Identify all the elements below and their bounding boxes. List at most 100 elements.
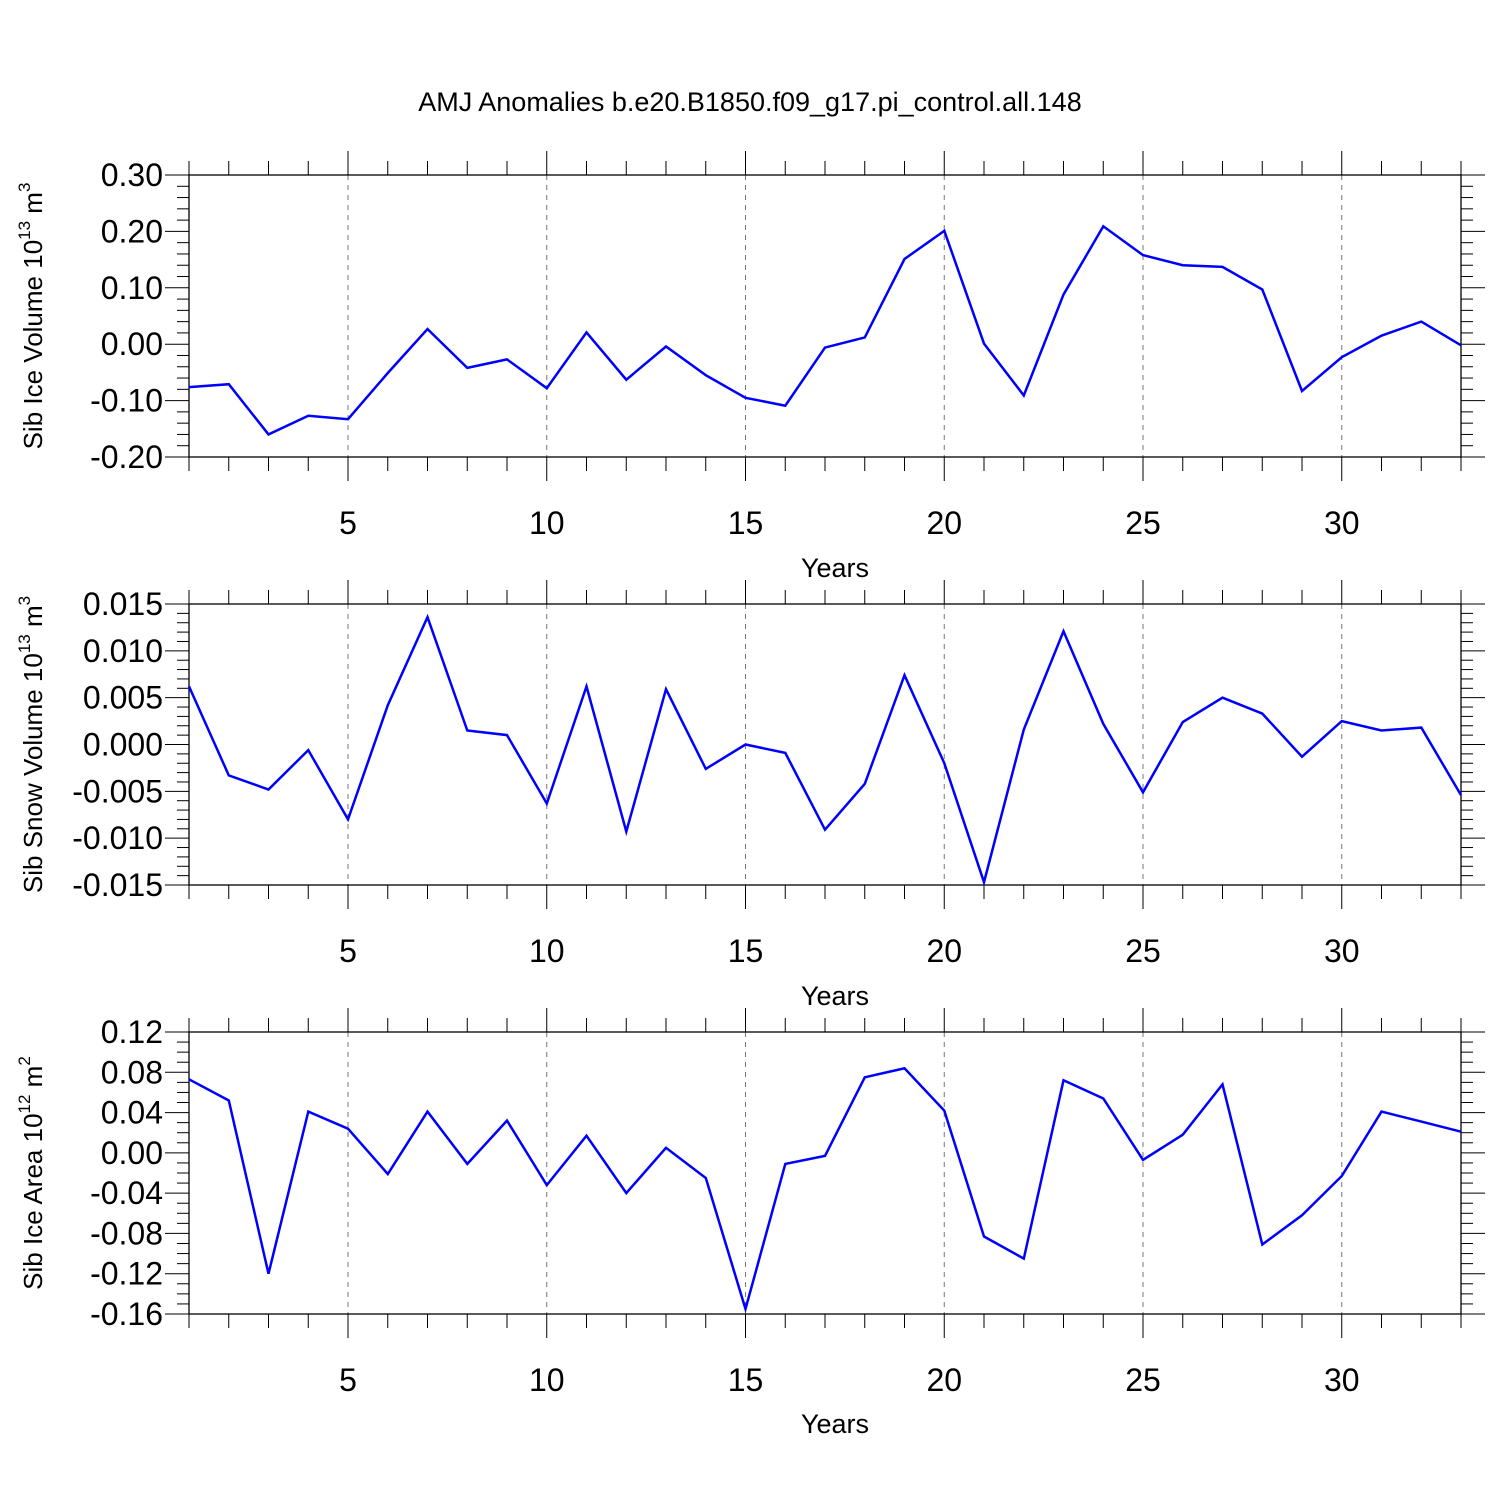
y-tick-label: 0.000 <box>83 727 163 763</box>
y-tick-label: -0.10 <box>90 383 163 419</box>
data-point <box>227 383 230 386</box>
x-axis-label: Years <box>801 1409 869 1439</box>
data-point <box>1142 254 1145 257</box>
data-point <box>506 734 509 737</box>
x-tick-label: 5 <box>339 933 357 969</box>
data-point <box>347 418 350 421</box>
y-tick-label: 0.00 <box>101 326 163 362</box>
y-axis-label-unit: m <box>18 192 48 221</box>
x-tick-label: 30 <box>1324 505 1360 541</box>
data-point <box>1181 721 1184 724</box>
y-tick-label: -0.08 <box>90 1215 163 1251</box>
x-tick-label: 10 <box>529 505 565 541</box>
data-point <box>1340 720 1343 723</box>
y-tick-label: 0.12 <box>101 1014 163 1050</box>
data-point <box>1062 1079 1065 1082</box>
data-point <box>943 1109 946 1112</box>
data-point <box>386 704 389 707</box>
data-point <box>1460 344 1463 347</box>
y-tick-label: 0.04 <box>101 1095 163 1131</box>
series-line <box>187 613 1463 887</box>
data-point <box>426 1110 429 1113</box>
data-point <box>267 788 270 791</box>
data-point <box>1340 1175 1343 1178</box>
data-point <box>188 1078 191 1081</box>
y-tick-label: 0.08 <box>101 1054 163 1090</box>
x-tick-label: 30 <box>1324 933 1360 969</box>
y-tick-label: 0.10 <box>101 270 163 306</box>
data-point <box>386 371 389 374</box>
data-point <box>585 685 588 688</box>
y-axis-label-unit-exponent: 3 <box>15 183 34 192</box>
y-axis-label: Sib Ice Volume 1013 m3 <box>15 183 48 450</box>
data-point <box>943 762 946 765</box>
data-point <box>1062 293 1065 296</box>
x-tick-label: 20 <box>926 1362 962 1398</box>
data-point <box>824 1154 827 1157</box>
data-point <box>665 1146 668 1149</box>
data-point <box>545 802 548 805</box>
data-point <box>1221 696 1224 699</box>
data-point <box>1261 288 1264 291</box>
x-tick-label: 10 <box>529 933 565 969</box>
series-line <box>188 224 1462 436</box>
data-point <box>1380 729 1383 732</box>
plot-frame <box>188 1031 1462 1315</box>
x-tick-label: 15 <box>728 505 764 541</box>
data-point <box>1460 794 1463 797</box>
data-point <box>625 1192 628 1195</box>
y-tick-label: 0.005 <box>83 680 163 716</box>
data-point <box>227 774 230 777</box>
data-point <box>386 1173 389 1176</box>
y-axis-label-unit-exponent: 3 <box>15 596 34 605</box>
figure-title: AMJ Anomalies b.e20.B1850.f09_g17.pi_con… <box>418 87 1081 117</box>
data-point <box>1022 394 1025 397</box>
data-point <box>1142 1158 1145 1161</box>
y-axis-label-text: Sib Ice Volume 10 <box>18 240 48 450</box>
y-axis-label-text: Sib Snow Volume 10 <box>18 653 48 893</box>
data-point <box>1261 712 1264 715</box>
data-point <box>1301 390 1304 393</box>
data-point <box>188 386 191 389</box>
data-point <box>983 342 986 345</box>
x-tick-label: 20 <box>926 505 962 541</box>
data-point <box>1181 264 1184 267</box>
data-point <box>1301 1214 1304 1217</box>
y-axis-label-unit: m <box>18 1066 48 1095</box>
x-tick-label: 25 <box>1125 933 1161 969</box>
plot-frame <box>188 174 1462 458</box>
data-point <box>307 1110 310 1113</box>
data-point <box>1301 755 1304 758</box>
data-point <box>267 433 270 436</box>
data-point <box>1102 225 1105 228</box>
data-point <box>466 729 469 732</box>
x-axis-label: Years <box>801 981 869 1011</box>
data-point <box>704 374 707 377</box>
y-tick-label: -0.20 <box>90 439 163 475</box>
data-point <box>784 404 787 407</box>
y-tick-label: 0.00 <box>101 1135 163 1171</box>
data-point <box>545 1184 548 1187</box>
data-point <box>188 685 191 688</box>
data-point <box>863 1076 866 1079</box>
data-point <box>1062 630 1065 633</box>
chart-panel-2: -0.015 -0.010 -0.005 0.000 0.005 0.010 0.015 5 1… <box>15 580 1485 1011</box>
data-point <box>665 688 668 691</box>
y-tick-label: 0.015 <box>83 586 163 622</box>
y-axis-label-exponent: 13 <box>15 634 34 653</box>
data-point <box>943 229 946 232</box>
data-point <box>347 1127 350 1130</box>
data-point <box>863 782 866 785</box>
data-point <box>903 674 906 677</box>
series-line <box>188 1066 1462 1314</box>
y-tick-label: 0.010 <box>83 633 163 669</box>
y-axis-label-text: Sib Ice Area 10 <box>18 1113 48 1289</box>
data-point <box>1102 1097 1105 1100</box>
data-point <box>545 387 548 390</box>
x-tick-label: 25 <box>1125 1362 1161 1398</box>
y-axis-label: Sib Ice Area 1012 m2 <box>15 1056 48 1290</box>
x-axis-label: Years <box>801 553 869 583</box>
data-point <box>1460 1130 1463 1133</box>
panels: -0.20-0.100.000.100.200.305 10 15 20 25 30Yea… <box>15 151 1485 1439</box>
